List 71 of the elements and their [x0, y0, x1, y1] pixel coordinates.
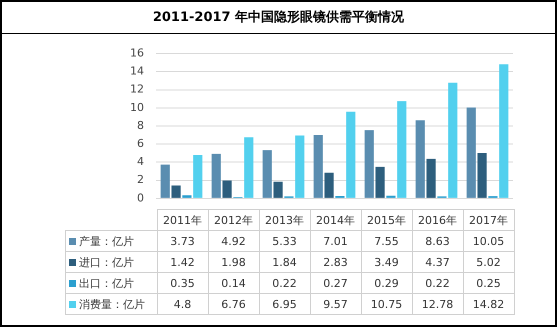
bar: [295, 136, 304, 198]
data-label: 6.95: [259, 294, 310, 314]
y-tick-label: 14: [130, 64, 144, 78]
bar: [273, 182, 283, 198]
bar: [222, 180, 232, 198]
y-tick-label: 10: [130, 100, 144, 114]
bar: [193, 154, 202, 198]
bar: [364, 130, 374, 198]
data-label: 1.98: [208, 252, 259, 272]
x-tick-label: 2017年: [463, 210, 514, 230]
data-label: 0.22: [259, 272, 310, 294]
data-label: 5.33: [259, 230, 310, 252]
data-label: 1.42: [157, 252, 208, 272]
data-label: 4.8: [157, 294, 208, 314]
data-label: 7.01: [310, 230, 361, 252]
bar: [160, 164, 170, 198]
bar: [314, 134, 323, 198]
data-label: 4.92: [208, 230, 259, 252]
bar: [397, 101, 406, 198]
bar: [416, 120, 425, 198]
data-label: 0.35: [157, 272, 208, 294]
bar: [426, 158, 436, 198]
data-label: 7.55: [361, 230, 412, 252]
data-label: 10.75: [361, 294, 412, 314]
y-tick-label: 6: [137, 136, 144, 150]
y-tick-label: 8: [137, 118, 144, 132]
bar: [448, 82, 458, 198]
chart-title: 2011-2017 年中国隐形眼镜供需平衡情况: [2, 2, 555, 34]
legend-label: 出口：亿片: [66, 272, 157, 294]
bar: [262, 150, 272, 198]
y-tick-label: 16: [130, 46, 144, 60]
data-label: 9.57: [310, 294, 361, 314]
bar: [182, 195, 192, 198]
data-label: 14.82: [463, 294, 514, 314]
data-label: 4.37: [412, 252, 463, 272]
data-label: 6.76: [208, 294, 259, 314]
legend-label: 消费量：亿片: [66, 294, 157, 314]
bar: [212, 154, 221, 198]
data-label: 5.02: [463, 252, 514, 272]
x-tick-label: 2016年: [412, 210, 463, 230]
bar: [324, 172, 334, 198]
bar: [499, 64, 508, 198]
x-tick-label: 2014年: [310, 210, 361, 230]
data-label: 2.83: [310, 252, 361, 272]
y-tick-label: 12: [130, 82, 144, 96]
data-label: 3.73: [157, 230, 208, 252]
x-tick-label: 2015年: [361, 210, 412, 230]
x-tick-label: 2011年: [157, 210, 208, 230]
y-tick-label: 4: [137, 155, 144, 168]
bar: [346, 112, 356, 198]
data-label: 0.25: [463, 272, 514, 294]
bar: [171, 186, 181, 198]
data-label: 0.27: [310, 272, 361, 294]
x-tick-label: 2013年: [259, 210, 310, 230]
y-tick-label: 0: [137, 191, 144, 204]
data-label: 0.29: [361, 272, 412, 294]
bar: [466, 107, 476, 198]
data-label: 1.84: [259, 252, 310, 272]
legend-label: 进口：亿片: [66, 252, 157, 272]
data-label: 10.05: [463, 230, 514, 252]
bar: [477, 152, 487, 198]
data-label: 3.49: [361, 252, 412, 272]
data-label: 12.78: [412, 294, 463, 314]
data-label: 8.63: [412, 230, 463, 252]
data-label: 0.14: [208, 272, 259, 294]
data-label: 0.22: [412, 272, 463, 294]
x-tick-label: 2012年: [208, 210, 259, 230]
bar: [244, 137, 254, 198]
y-tick-label: 2: [137, 173, 144, 186]
legend-label: 产量：亿片: [66, 230, 157, 252]
bar: [375, 166, 385, 198]
